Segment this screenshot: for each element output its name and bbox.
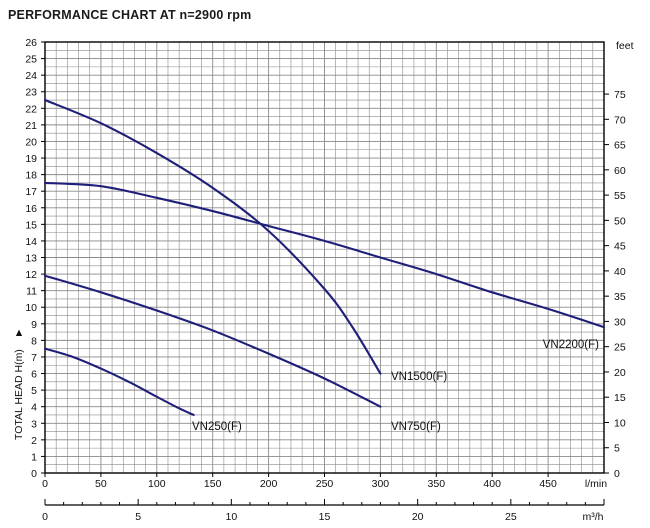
y-tick-label: 22 bbox=[25, 103, 37, 115]
y-right-unit: feet bbox=[616, 40, 634, 52]
y-tick-label: 4 bbox=[31, 402, 37, 414]
series-label-vn2200-f: VN2200(F) bbox=[543, 339, 599, 351]
x2-tick-label: 15 bbox=[319, 511, 331, 523]
y-tick-label: 21 bbox=[25, 120, 37, 132]
x-axis-m3h: 0 5 10 15 20 25 m³/h bbox=[42, 499, 605, 523]
y-tick-label: 11 bbox=[26, 286, 37, 298]
y-right-tick-label: 55 bbox=[614, 190, 626, 202]
y-tick-label: 13 bbox=[25, 253, 37, 265]
grid bbox=[44, 41, 605, 474]
y-right-tick-label: 40 bbox=[614, 266, 626, 278]
y-right-tick-label: 25 bbox=[614, 342, 626, 354]
y-tick-label: 25 bbox=[25, 54, 37, 66]
x-tick-label: 400 bbox=[483, 478, 501, 490]
y-tick-label: 9 bbox=[31, 319, 37, 331]
x2-unit: m³/h bbox=[583, 511, 604, 523]
y-tick-label: 0 bbox=[31, 468, 37, 480]
x-unit: l/min bbox=[585, 478, 607, 490]
left-y-axis: 0123456789101112131415161718192021222324… bbox=[25, 37, 45, 480]
y-tick-label: 1 bbox=[31, 451, 37, 463]
y-right-tick-label: 45 bbox=[614, 241, 626, 253]
y-tick-label: 10 bbox=[25, 302, 37, 314]
series-label-vn1500-f: VN1500(F) bbox=[391, 371, 447, 383]
y-tick-label: 14 bbox=[25, 236, 37, 248]
x-tick-label: 0 bbox=[42, 478, 48, 490]
x-tick-label: 200 bbox=[260, 478, 278, 490]
x2-tick-label: 0 bbox=[42, 511, 48, 523]
y-tick-label: 5 bbox=[31, 385, 37, 397]
x2-tick-label: 5 bbox=[135, 511, 141, 523]
right-y-axis: 0 5 10 15 20 25 30 35 40 45 50 55 60 65 70 75 feet bbox=[604, 40, 634, 480]
x2-tick-label: 25 bbox=[505, 511, 517, 523]
y-tick-label: 19 bbox=[25, 153, 37, 165]
axis-labels: TOTAL HEAD H(m) ► bbox=[13, 328, 25, 440]
y-tick-label: 6 bbox=[31, 369, 37, 381]
x-tick-label: 250 bbox=[316, 478, 334, 490]
series-line-vn250-f bbox=[43, 347, 195, 417]
series-line-vn2200-f bbox=[43, 181, 606, 329]
x2-tick-label: 10 bbox=[225, 511, 237, 523]
y-right-tick-label: 20 bbox=[614, 367, 626, 379]
y-right-tick-label: 70 bbox=[614, 114, 626, 126]
y-axis-arrow: ► bbox=[13, 328, 25, 338]
x-tick-label: 150 bbox=[204, 478, 222, 490]
y-right-tick-label: 0 bbox=[614, 468, 620, 480]
series-line-vn750-f bbox=[43, 274, 382, 408]
y-right-tick-label: 75 bbox=[614, 89, 626, 101]
y-tick-label: 3 bbox=[31, 418, 37, 430]
y-tick-label: 7 bbox=[31, 352, 37, 364]
y-right-tick-label: 65 bbox=[614, 140, 626, 152]
y-tick-label: 23 bbox=[25, 87, 37, 99]
y-right-tick-label: 15 bbox=[614, 392, 626, 404]
y-tick-label: 8 bbox=[31, 335, 37, 347]
series-line-vn1500-f bbox=[43, 98, 382, 375]
y-tick-label: 24 bbox=[25, 70, 37, 82]
series-labels: VN250(F) VN750(F) VN1500(F) VN2200(F) bbox=[192, 339, 599, 433]
x-axis-lmin: 0 50 100 150 200 250 300 350 400 450 l/min bbox=[42, 473, 607, 490]
y-tick-label: 12 bbox=[25, 269, 37, 281]
y-axis-label: TOTAL HEAD H(m) bbox=[13, 349, 25, 440]
y-right-tick-label: 30 bbox=[614, 316, 626, 328]
y-tick-label: 26 bbox=[25, 37, 37, 49]
x-tick-label: 350 bbox=[428, 478, 446, 490]
y-tick-label: 16 bbox=[25, 203, 37, 215]
series-label-vn750-f: VN750(F) bbox=[391, 421, 441, 433]
y-right-tick-label: 35 bbox=[614, 291, 626, 303]
y-tick-label: 17 bbox=[25, 186, 37, 198]
series-label-vn250-f: VN250(F) bbox=[192, 421, 242, 433]
y-tick-label: 15 bbox=[25, 219, 37, 231]
x-tick-label: 50 bbox=[95, 478, 107, 490]
y-right-tick-label: 60 bbox=[614, 165, 626, 177]
y-tick-label: 18 bbox=[25, 170, 37, 182]
y-tick-label: 2 bbox=[31, 435, 37, 447]
x2-tick-label: 20 bbox=[412, 511, 424, 523]
x-tick-label: 450 bbox=[539, 478, 557, 490]
y-right-tick-label: 5 bbox=[614, 443, 620, 455]
x-tick-label: 100 bbox=[148, 478, 166, 490]
series-lines bbox=[43, 98, 606, 417]
y-right-tick-label: 10 bbox=[614, 417, 626, 429]
chart-title: PERFORMANCE CHART AT n=2900 rpm bbox=[8, 8, 251, 22]
y-tick-label: 20 bbox=[25, 136, 37, 148]
y-right-tick-label: 50 bbox=[614, 215, 626, 227]
x-tick-label: 300 bbox=[372, 478, 390, 490]
